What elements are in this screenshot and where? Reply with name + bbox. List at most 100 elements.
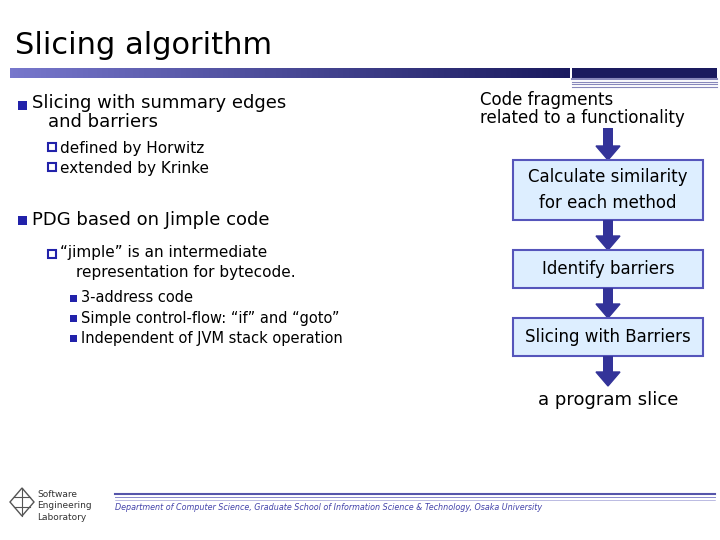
- Bar: [301, 68, 305, 78]
- Bar: [52, 68, 55, 78]
- Bar: [136, 68, 139, 78]
- Bar: [125, 68, 128, 78]
- Bar: [80, 68, 84, 78]
- Bar: [553, 68, 557, 78]
- Bar: [70, 294, 77, 301]
- Bar: [225, 68, 229, 78]
- Bar: [304, 68, 307, 78]
- Bar: [419, 68, 422, 78]
- Bar: [89, 68, 91, 78]
- Bar: [572, 68, 717, 78]
- Bar: [209, 68, 212, 78]
- Bar: [130, 68, 134, 78]
- Text: related to a functionality: related to a functionality: [480, 109, 685, 127]
- Bar: [531, 68, 534, 78]
- Bar: [447, 68, 450, 78]
- Bar: [48, 250, 56, 258]
- Bar: [559, 68, 562, 78]
- Bar: [489, 68, 492, 78]
- Bar: [248, 68, 251, 78]
- Bar: [603, 220, 613, 236]
- Bar: [147, 68, 150, 78]
- Bar: [422, 68, 425, 78]
- Bar: [534, 68, 537, 78]
- Bar: [246, 68, 248, 78]
- Bar: [444, 68, 447, 78]
- Bar: [500, 68, 503, 78]
- Bar: [251, 68, 254, 78]
- Bar: [74, 68, 78, 78]
- Bar: [220, 68, 223, 78]
- Bar: [492, 68, 495, 78]
- Bar: [69, 68, 72, 78]
- Bar: [385, 68, 389, 78]
- Text: Independent of JVM stack operation: Independent of JVM stack operation: [81, 330, 343, 346]
- Bar: [120, 68, 122, 78]
- Text: Department of Computer Science, Graduate School of Information Science & Technol: Department of Computer Science, Graduate…: [115, 503, 542, 511]
- Bar: [35, 68, 38, 78]
- Bar: [298, 68, 302, 78]
- Bar: [102, 68, 106, 78]
- Bar: [514, 68, 517, 78]
- Bar: [127, 68, 131, 78]
- Bar: [293, 68, 296, 78]
- Bar: [186, 68, 189, 78]
- Bar: [408, 68, 411, 78]
- Bar: [38, 68, 41, 78]
- Bar: [545, 68, 548, 78]
- Bar: [206, 68, 210, 78]
- Bar: [379, 68, 383, 78]
- Bar: [268, 68, 271, 78]
- Bar: [351, 68, 355, 78]
- Text: Calculate similarity
for each method: Calculate similarity for each method: [528, 168, 688, 212]
- Bar: [265, 68, 268, 78]
- Bar: [511, 68, 515, 78]
- Bar: [189, 68, 192, 78]
- Bar: [77, 68, 81, 78]
- Bar: [27, 68, 30, 78]
- Bar: [483, 68, 487, 78]
- Bar: [391, 68, 394, 78]
- Bar: [372, 68, 374, 78]
- Bar: [458, 68, 462, 78]
- Bar: [217, 68, 220, 78]
- Bar: [467, 68, 469, 78]
- Bar: [99, 68, 103, 78]
- Bar: [145, 68, 148, 78]
- Bar: [505, 68, 509, 78]
- Bar: [416, 68, 419, 78]
- Bar: [548, 68, 551, 78]
- Bar: [133, 68, 137, 78]
- Bar: [10, 68, 13, 78]
- Bar: [70, 334, 77, 341]
- Bar: [71, 68, 75, 78]
- Bar: [539, 68, 542, 78]
- Bar: [495, 68, 498, 78]
- Bar: [326, 68, 330, 78]
- Bar: [323, 68, 327, 78]
- Bar: [231, 68, 235, 78]
- Bar: [253, 68, 257, 78]
- Bar: [603, 128, 613, 146]
- Bar: [438, 68, 441, 78]
- Bar: [172, 68, 176, 78]
- Bar: [405, 68, 408, 78]
- Text: and barriers: and barriers: [48, 113, 158, 131]
- Bar: [366, 68, 369, 78]
- Text: PDG based on Jimple code: PDG based on Jimple code: [32, 211, 269, 229]
- Bar: [55, 68, 58, 78]
- Bar: [63, 68, 66, 78]
- Bar: [259, 68, 263, 78]
- Bar: [513, 160, 703, 220]
- Bar: [486, 68, 490, 78]
- Bar: [503, 68, 506, 78]
- Bar: [66, 68, 69, 78]
- Text: extended by Krinke: extended by Krinke: [60, 160, 209, 176]
- Bar: [427, 68, 431, 78]
- Bar: [181, 68, 184, 78]
- Bar: [13, 68, 16, 78]
- Bar: [377, 68, 380, 78]
- Bar: [161, 68, 164, 78]
- Bar: [542, 68, 545, 78]
- Bar: [525, 68, 528, 78]
